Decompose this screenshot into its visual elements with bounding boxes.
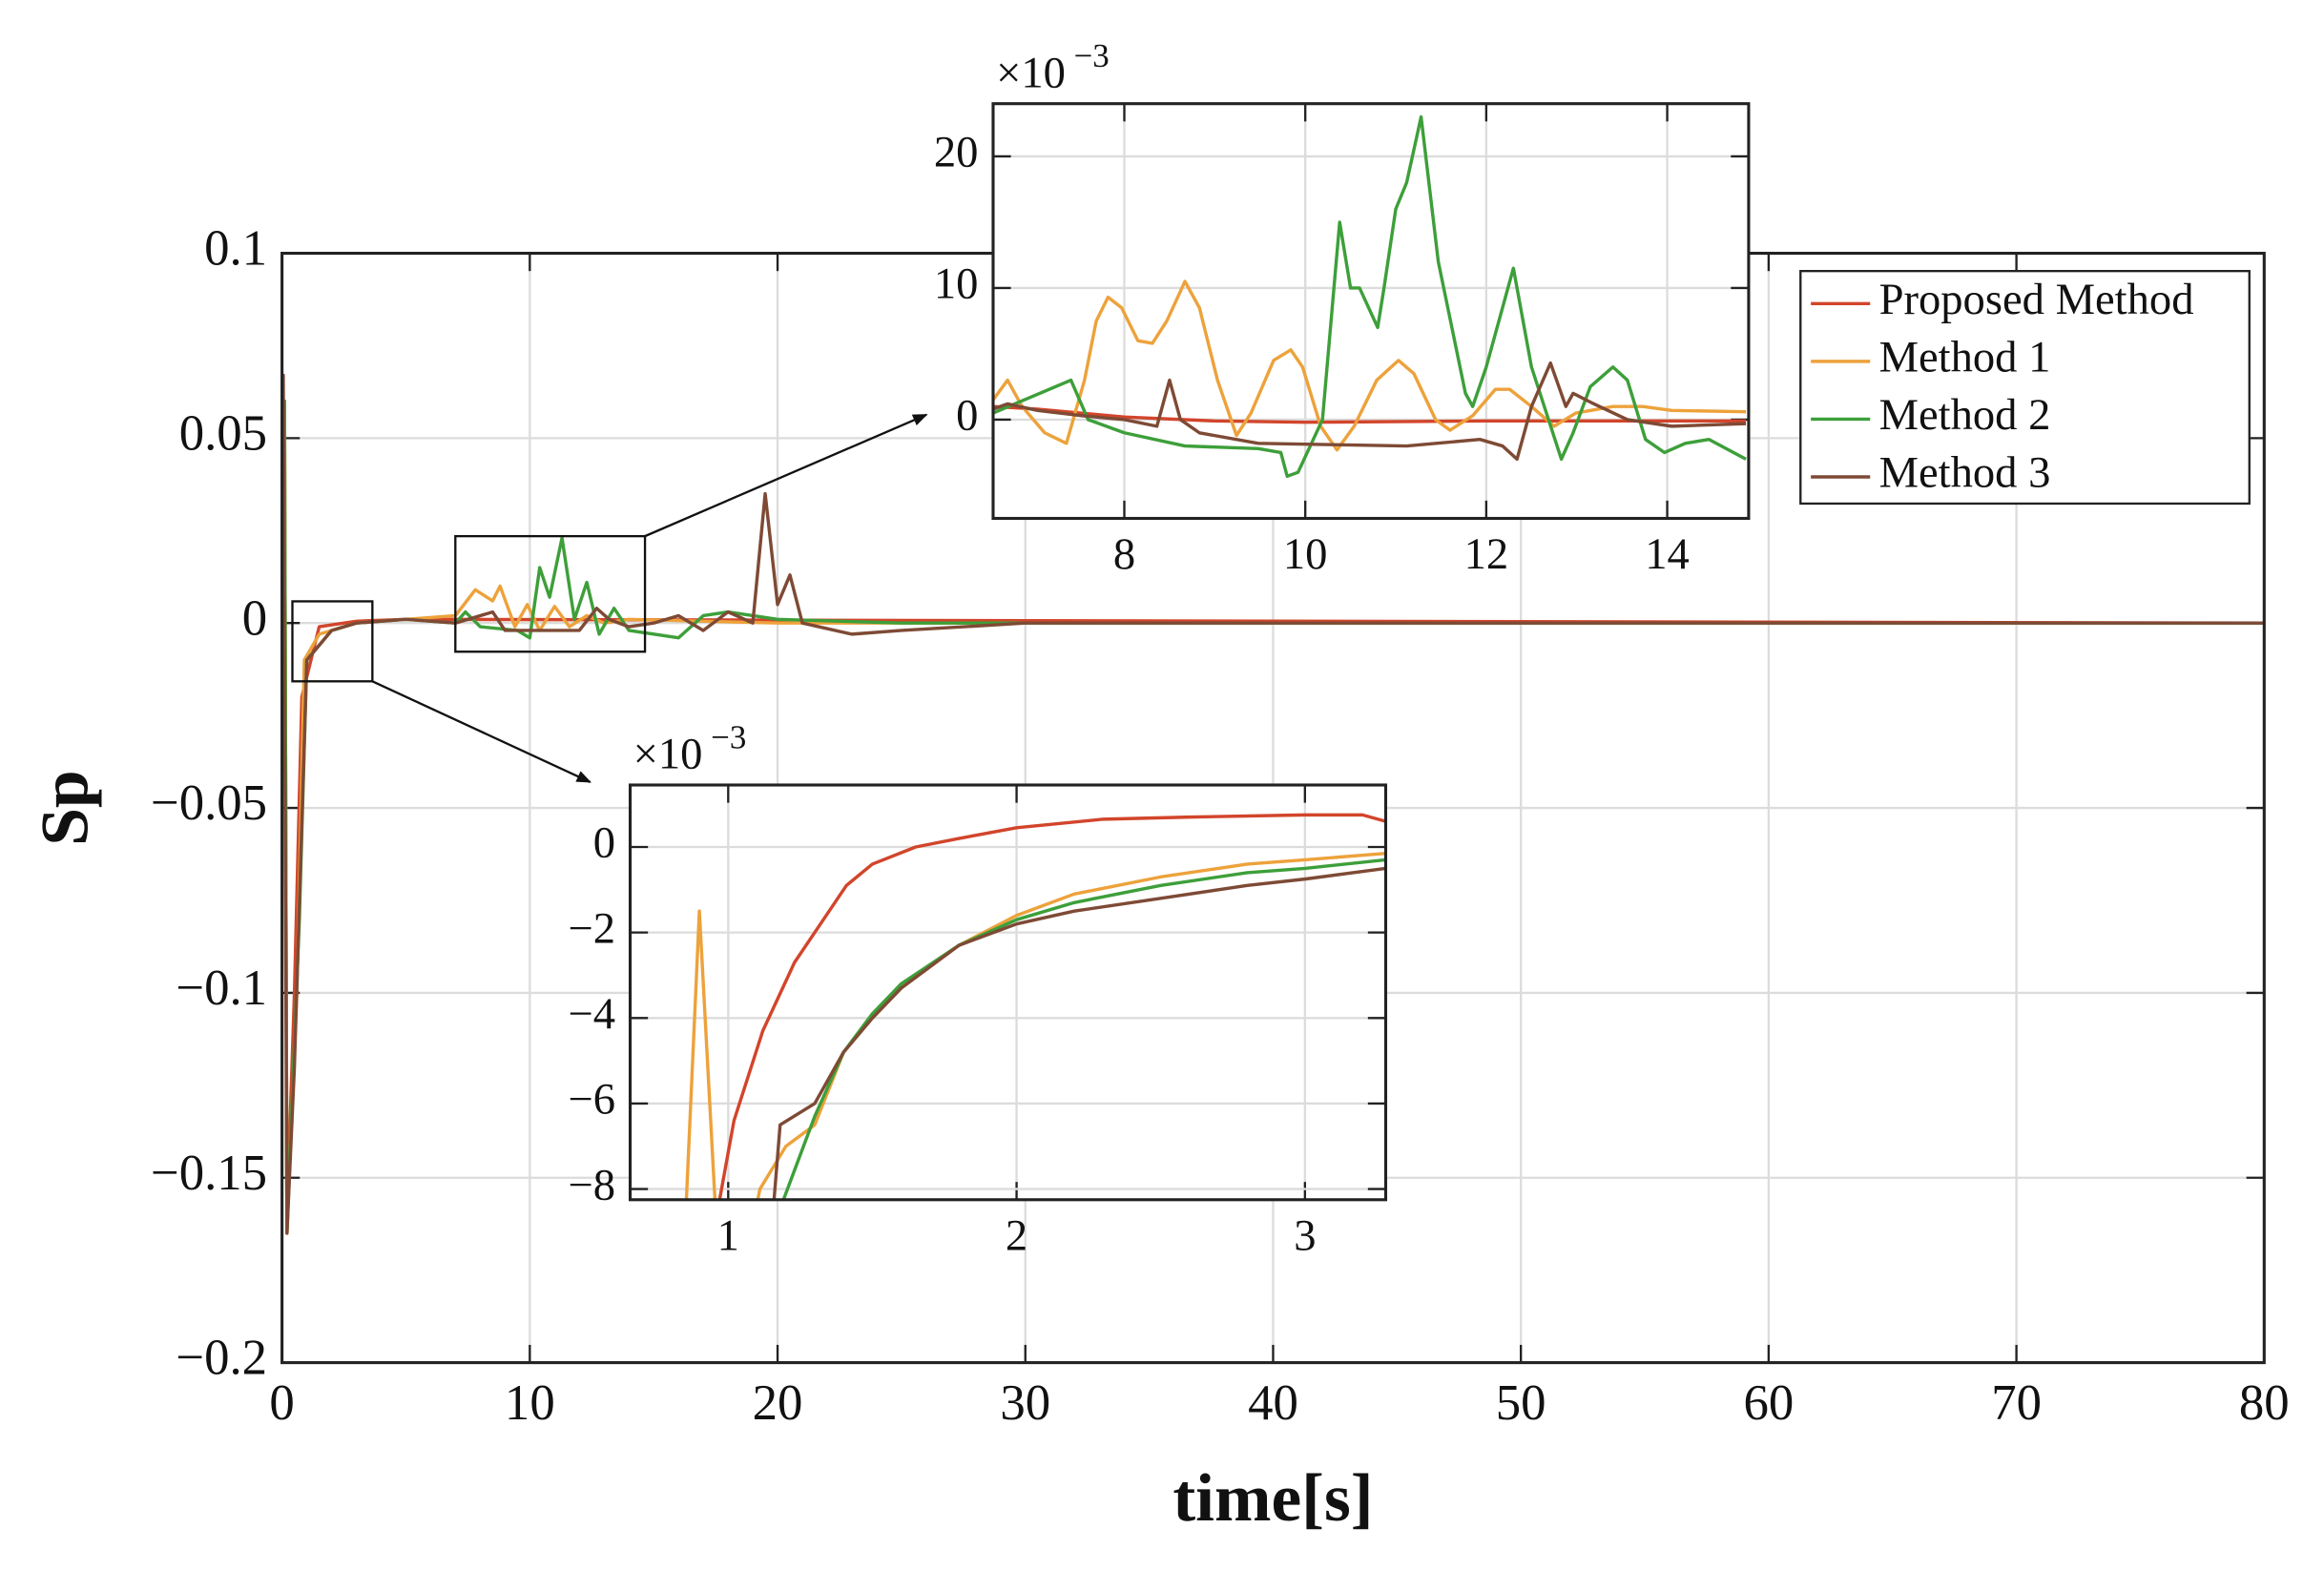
y-tick-label: 0 xyxy=(956,391,978,441)
legend-box xyxy=(1799,270,2251,506)
legend: Proposed Method Method 1 Method 2 Method 3 xyxy=(1799,270,2251,506)
data-line xyxy=(992,279,1747,452)
axes-frame xyxy=(991,102,1751,521)
y-tick-label: 10 xyxy=(934,259,979,309)
y-tick-label: 0 xyxy=(242,590,267,646)
inset-axes: 8 10 12 14 0 10 20 ×10 −3 xyxy=(934,37,1751,579)
x-tick-label: 8 xyxy=(1113,529,1135,579)
x-tick-label: 50 xyxy=(1496,1375,1546,1431)
zoom-indicators xyxy=(291,413,928,783)
axis-multiplier: ×10 xyxy=(633,730,703,779)
zoom-box xyxy=(291,600,374,683)
y-tick-label: −0.15 xyxy=(151,1146,267,1201)
y-tick-label: −0.1 xyxy=(176,961,267,1016)
x-tick-label: 30 xyxy=(1000,1375,1050,1431)
x-tick-label: 12 xyxy=(1464,529,1509,579)
axis-multiplier: ×10 xyxy=(996,48,1066,97)
legend-label: Method 3 xyxy=(1879,448,2051,498)
y-tick-label: −0.2 xyxy=(176,1331,267,1386)
x-tick-label: 40 xyxy=(1248,1375,1298,1431)
x-tick-label: 0 xyxy=(269,1375,294,1431)
axis-multiplier-exponent: −3 xyxy=(711,718,746,755)
y-tick-label: 0.05 xyxy=(179,405,267,461)
x-tick-label: 70 xyxy=(1991,1375,2042,1431)
x-tick-label: 3 xyxy=(1294,1210,1316,1260)
data-line xyxy=(992,114,1747,479)
axis-multiplier-exponent: −3 xyxy=(1074,37,1110,74)
y-tick-label: 20 xyxy=(934,128,979,177)
legend-label: Method 1 xyxy=(1879,333,2051,382)
y-tick-label: 0.1 xyxy=(204,221,267,277)
legend-label: Method 2 xyxy=(1879,390,2051,440)
x-tick-label: 10 xyxy=(1283,529,1328,579)
y-tick-label: −2 xyxy=(568,903,615,953)
x-tick-label: 10 xyxy=(505,1375,555,1431)
axes-frame xyxy=(628,783,1388,1202)
data-line xyxy=(717,813,1386,1200)
x-tick-label: 80 xyxy=(2239,1375,2290,1431)
y-tick-label: −6 xyxy=(568,1075,615,1125)
x-tick-label: 2 xyxy=(1006,1210,1027,1260)
x-tick-label: 14 xyxy=(1645,529,1690,579)
x-axis-label: time[s] xyxy=(1172,1460,1373,1536)
zoom-box xyxy=(454,534,647,653)
series-group xyxy=(684,813,1386,1200)
y-tick-label: −8 xyxy=(568,1160,615,1209)
y-tick-label: −0.05 xyxy=(151,775,267,831)
x-tick-label: 60 xyxy=(1743,1375,1794,1431)
data-line xyxy=(281,373,2265,1235)
y-axis-label: Sp xyxy=(28,770,103,845)
x-tick-label: 1 xyxy=(717,1210,739,1260)
plot-area xyxy=(630,785,1386,1200)
zoom-arrow xyxy=(371,680,592,783)
inset-axes: 1 2 3 −8 −6 −4 −2 0 ×10 −3 xyxy=(568,718,1388,1260)
data-line xyxy=(772,866,1386,1200)
series-group xyxy=(992,114,1747,479)
y-tick-label: −4 xyxy=(568,989,615,1039)
x-tick-label: 20 xyxy=(753,1375,803,1431)
y-tick-label: 0 xyxy=(593,818,615,868)
series-group xyxy=(281,373,2265,1235)
legend-label: Proposed Method xyxy=(1879,275,2194,324)
data-line xyxy=(992,361,1747,462)
zoom-arrow xyxy=(644,413,928,538)
